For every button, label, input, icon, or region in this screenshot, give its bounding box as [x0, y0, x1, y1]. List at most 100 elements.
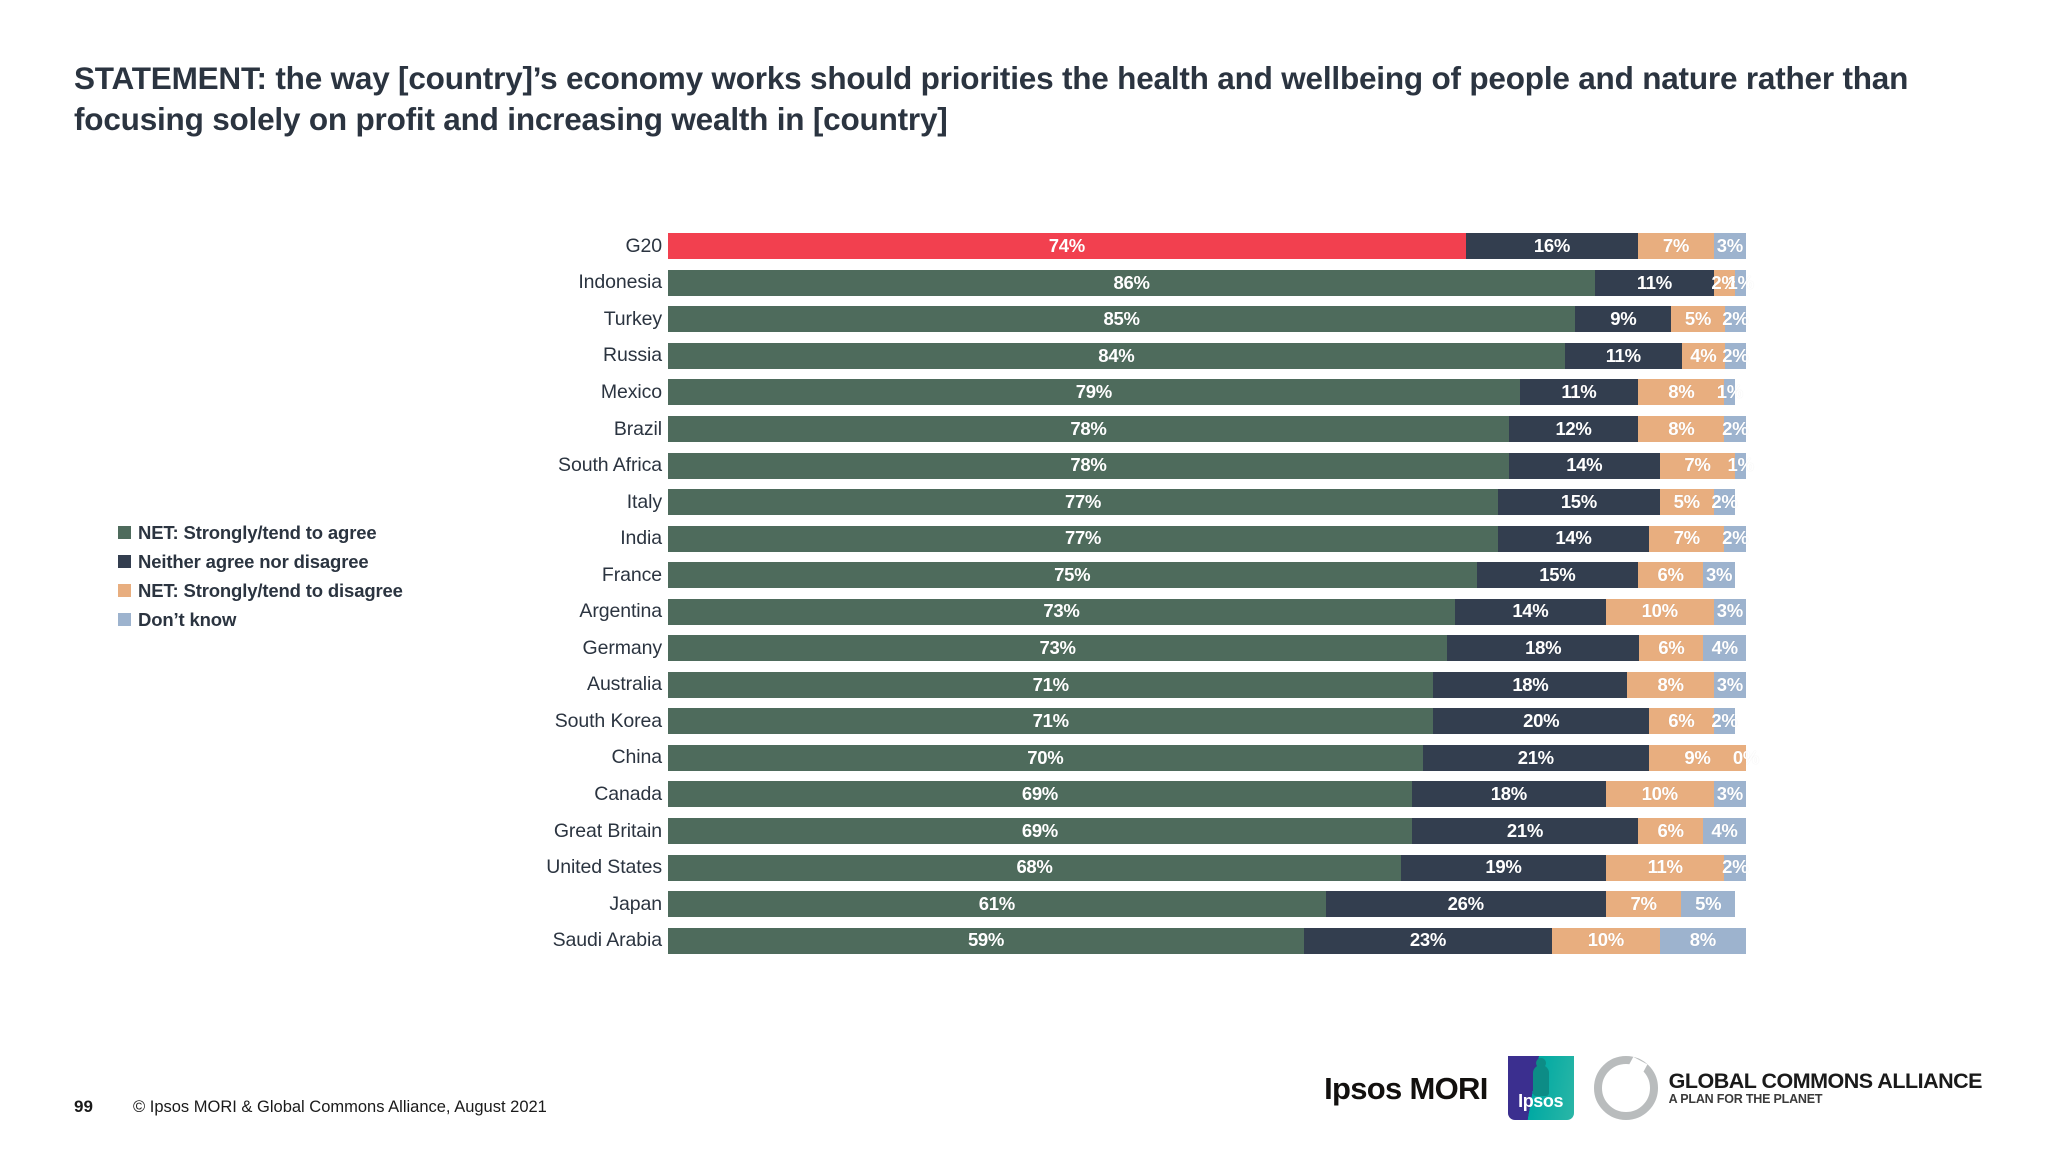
bar-track: 77% 15% 5% 2% — [668, 489, 1746, 516]
row-label-turkey: Turkey — [603, 307, 662, 330]
bar-value-dont_know: 3% — [1716, 235, 1743, 257]
bar-value-neither: 11% — [1605, 344, 1641, 366]
bar-value-dont_know: 2% — [1722, 527, 1749, 549]
chart-row: Japan 61% 26% 7% 5% — [0, 886, 2048, 923]
bar-segment-disagree: 8% — [1638, 379, 1725, 406]
bar-value-dont_know: 2% — [1722, 417, 1749, 439]
bar-segment-dont_know: 3% — [1713, 671, 1746, 698]
row-label-brazil: Brazil — [613, 417, 662, 440]
copyright-notice: © Ipsos MORI & Global Commons Alliance, … — [133, 1098, 547, 1116]
row-label-china: China — [611, 746, 663, 769]
bar-segment-disagree: 5% — [1671, 306, 1725, 333]
legend-item-neither[interactable]: Neither agree nor disagree — [118, 547, 518, 576]
row-label-argentina: Argentina — [579, 600, 662, 623]
bar-value-dont_know: 2% — [1722, 856, 1749, 878]
bar-value-disagree: 10% — [1587, 929, 1624, 951]
bar-value-neither: 21% — [1506, 819, 1544, 841]
legend-label-disagree: NET: Strongly/tend to disagree — [138, 579, 403, 601]
bar-segment-agree: 73% — [668, 635, 1448, 662]
row-label-saudi-arabia: Saudi Arabia — [552, 929, 662, 952]
bar-segment-neither: 14% — [1498, 525, 1649, 552]
bar-value-dont_know: 1% — [1716, 381, 1743, 403]
bar-value-disagree: 6% — [1668, 710, 1695, 732]
bar-segment-agree: 73% — [668, 598, 1455, 625]
row-label-india: India — [620, 527, 662, 550]
gca-subtitle: A PLAN FOR THE PLANET — [1668, 1091, 1823, 1106]
bar-value-agree: 79% — [1075, 381, 1112, 403]
bar-value-neither: 11% — [1561, 381, 1597, 403]
bar-segment-neither: 26% — [1325, 891, 1606, 918]
legend-label-dont_know: Don’t know — [138, 608, 237, 630]
bar-segment-agree: 77% — [668, 525, 1499, 552]
bar-value-disagree: 10% — [1641, 600, 1678, 622]
bar-segment-disagree: 10% — [1605, 598, 1714, 625]
bar-track: 75% 15% 6% 3% — [668, 562, 1746, 589]
row-label-australia: Australia — [587, 673, 662, 696]
bar-track: 77% 14% 7% 2% — [668, 525, 1749, 552]
bar-segment-neither: 11% — [1564, 342, 1682, 369]
bar-value-disagree: 8% — [1657, 673, 1684, 695]
bar-value-disagree: 6% — [1658, 637, 1685, 659]
bar-value-dont_know: 3% — [1716, 783, 1743, 805]
bar-value-agree: 84% — [1098, 344, 1135, 366]
legend-swatch-disagree — [118, 584, 131, 597]
legend-item-agree[interactable]: NET: Strongly/tend to agree — [118, 518, 518, 547]
bar-value-disagree: 7% — [1684, 454, 1711, 476]
chart-row: Saudi Arabia 59% 23% 10% 8% — [0, 922, 2048, 959]
bar-segment-neither: 9% — [1575, 306, 1672, 333]
bar-value-agree: 77% — [1064, 490, 1102, 512]
bar-value-neither: 14% — [1512, 600, 1549, 622]
bar-segment-neither: 21% — [1422, 744, 1649, 771]
legend-item-disagree[interactable]: NET: Strongly/tend to disagree — [118, 576, 518, 605]
bar-segment-dont_know: 3% — [1713, 781, 1746, 808]
bar-segment-agree: 78% — [668, 452, 1509, 479]
bar-value-neither: 20% — [1523, 710, 1560, 732]
chart-row: Argentina 73% 14% 10% 3% — [0, 593, 2048, 630]
bar-segment-neither: 14% — [1454, 598, 1606, 625]
bar-value-dont_know: 8% — [1689, 929, 1716, 951]
bar-value-dont_know: 2% — [1722, 344, 1749, 366]
chart-row: Turkey 85% 9% 5% 2% — [0, 301, 2048, 338]
bar-track: 73% 14% 10% 3% — [668, 598, 1746, 625]
legend-item-dont_know[interactable]: Don’t know — [118, 605, 518, 634]
bar-value-dont_know: 3% — [1716, 673, 1743, 695]
bar-value-disagree: 6% — [1657, 819, 1684, 841]
bar-segment-disagree: 6% — [1638, 562, 1703, 589]
bar-value-disagree: 9% — [1684, 746, 1711, 768]
legend-label-agree: NET: Strongly/tend to agree — [138, 521, 377, 543]
bar-value-neither: 9% — [1610, 308, 1637, 330]
bar-value-agree: 73% — [1039, 637, 1076, 659]
bar-segment-disagree: 10% — [1551, 927, 1660, 954]
bar-segment-agree: 59% — [668, 927, 1305, 954]
legend-swatch-neither — [118, 555, 131, 568]
bar-track: 69% 18% 10% 3% — [668, 781, 1746, 808]
bar-track: 71% 20% 6% 2% — [668, 708, 1746, 735]
bar-value-neither: 18% — [1525, 637, 1562, 659]
bar-value-neither: 11% — [1636, 271, 1672, 293]
bar-track: 59% 23% 10% 8% — [668, 927, 1746, 954]
bar-value-dont_know: 2% — [1722, 308, 1749, 330]
bar-value-agree: 75% — [1054, 563, 1091, 585]
bar-value-disagree: 10% — [1641, 783, 1678, 805]
bar-value-neither: 26% — [1447, 892, 1484, 914]
row-label-france: France — [601, 563, 662, 586]
bar-value-disagree: 7% — [1662, 235, 1689, 257]
bar-segment-agree: 75% — [668, 562, 1477, 589]
bar-value-disagree: 8% — [1668, 417, 1695, 439]
bar-segment-disagree: 8% — [1638, 416, 1725, 442]
bar-segment-neither: 11% — [1519, 379, 1639, 406]
chart-row: Australia 71% 18% 8% 3% — [0, 667, 2048, 704]
bar-segment-agree: 77% — [668, 489, 1499, 516]
row-label-great-britain: Great Britain — [553, 819, 662, 842]
bar-segment-dont_know: 2% — [1711, 489, 1738, 516]
bar-track: 86% 11% 2% 1% — [668, 269, 1754, 296]
bar-segment-neither: 23% — [1304, 927, 1552, 954]
bar-value-dont_know: 2% — [1711, 710, 1738, 732]
bar-segment-agree: 69% — [668, 818, 1412, 845]
page-title: STATEMENT: the way [country]’s economy w… — [74, 60, 1909, 138]
bar-segment-disagree: 7% — [1659, 452, 1736, 479]
bar-segment-dont_know: 5% — [1681, 891, 1736, 918]
chart-row: Italy 77% 15% 5% 2% — [0, 484, 2048, 521]
bar-value-dont_know: 0% — [1732, 746, 1760, 768]
gca-ring-icon — [1593, 1056, 1658, 1120]
